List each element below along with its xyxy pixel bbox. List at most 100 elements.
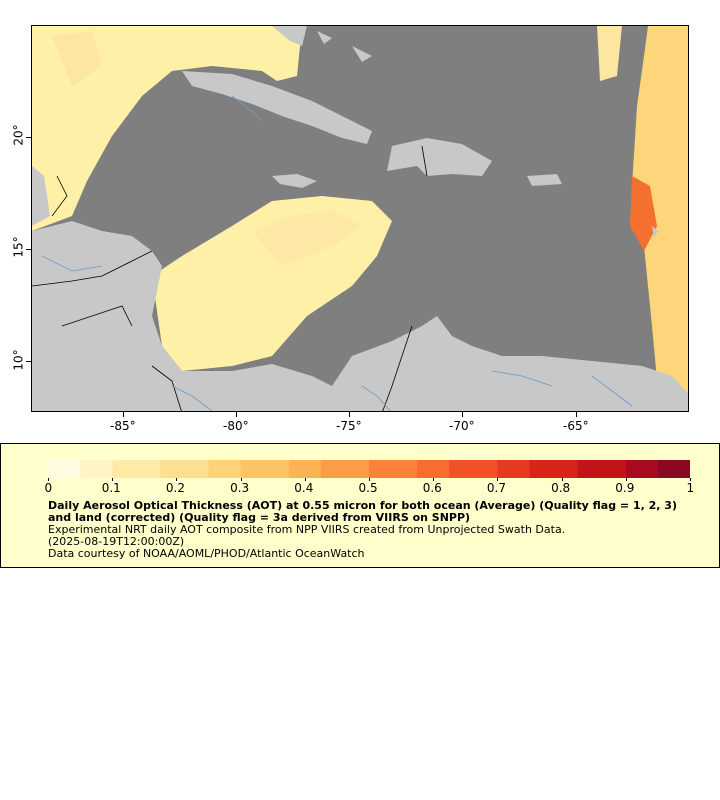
colorbar-tick-label: 0.9	[615, 481, 635, 495]
colorbar-segment	[577, 460, 595, 478]
colorbar-tick-label: 1	[686, 481, 695, 495]
lat-tick-10	[26, 361, 31, 362]
lon-tick-85	[123, 412, 124, 417]
land-bahamas-1	[317, 31, 332, 44]
lat-label-20: 20°	[11, 124, 26, 146]
land-hispaniola	[387, 138, 492, 176]
border-2	[61, 305, 133, 327]
lon-tick-80	[236, 412, 237, 417]
colorbar	[48, 460, 690, 478]
aot-patch-gulf	[32, 26, 302, 231]
colorbar-segment	[256, 460, 274, 478]
colorbar-segment	[561, 460, 579, 478]
lon-label-80: -80°	[223, 419, 249, 433]
border-3	[151, 365, 182, 411]
colorbar-segment	[64, 460, 81, 478]
river-4	[491, 370, 553, 387]
colorbar-tick	[433, 478, 435, 481]
land-bahamas-2	[352, 46, 372, 62]
colorbar-segment	[128, 460, 145, 478]
colorbar-segment	[609, 460, 627, 478]
colorbar-segment	[401, 460, 418, 478]
colorbar-segment	[417, 460, 434, 478]
colorbar-segment	[513, 460, 530, 478]
border-mexico	[51, 175, 68, 217]
borders	[32, 145, 428, 411]
lon-label-75: -75°	[336, 419, 362, 433]
colorbar-segment	[176, 460, 193, 478]
lon-label-65: -65°	[563, 419, 589, 433]
colorbar-segment	[497, 460, 514, 478]
colorbar-segment	[80, 460, 97, 478]
river-3	[361, 385, 391, 411]
colorbar-segment	[304, 460, 322, 478]
colorbar-segment	[673, 460, 690, 478]
colorbar-segment	[641, 460, 659, 478]
colorbar-tick-label: 0.6	[422, 481, 442, 495]
legend-title: Daily Aerosol Optical Thickness (AOT) at…	[48, 499, 677, 524]
colorbar-segment	[288, 460, 306, 478]
border-hispaniola	[421, 145, 428, 177]
lon-tick-65	[576, 412, 577, 417]
colorbar-segment	[369, 460, 386, 478]
colorbar-segment	[593, 460, 611, 478]
colorbar-tick	[561, 478, 563, 481]
legend-box: 0 0.1 0.2 0.3 0.4 0.5 0.6 0.7 0.8 0.9 1 Daily Aero…	[0, 443, 720, 568]
colorbar-tick	[369, 478, 370, 481]
aot-patch-caribbean-inner	[252, 211, 362, 266]
colorbar-segment	[625, 460, 643, 478]
colorbar-tick	[497, 478, 499, 481]
lon-tick-70	[462, 412, 463, 417]
border-colombia	[382, 325, 413, 411]
colorbar-tick-label: 0.3	[230, 481, 250, 495]
river-2	[171, 385, 213, 411]
colorbar-tick-label: 0.1	[101, 481, 121, 495]
colorbar-segment	[336, 460, 354, 478]
colorbar-segment	[208, 460, 226, 478]
colorbar-segment	[160, 460, 177, 478]
colorbar-tick	[240, 478, 242, 481]
lat-label-10: 10°	[11, 349, 26, 371]
colorbar-tick-label: 0.7	[486, 481, 506, 495]
aot-patch-high	[630, 176, 657, 251]
lat-label-15: 15°	[11, 236, 26, 258]
colorbar-tick	[48, 478, 49, 481]
river-5	[591, 375, 633, 407]
colorbar-segment	[272, 460, 290, 478]
colorbar-segment	[385, 460, 402, 478]
colorbar-segment	[465, 460, 482, 478]
colorbar-segment	[144, 460, 161, 478]
legend-line-3: Data courtesy of NOAA/AOML/PHOD/Atlantic…	[48, 547, 365, 560]
land	[32, 26, 688, 411]
colorbar-tick	[690, 478, 691, 481]
colorbar-segment	[481, 460, 498, 478]
colorbar-tick-label: 0.4	[294, 481, 314, 495]
colorbar-tick	[176, 478, 178, 481]
colorbar-tick-label: 0.8	[551, 481, 571, 495]
aot-map	[31, 25, 689, 412]
colorbar-tick	[112, 478, 114, 481]
colorbar-segment	[657, 460, 675, 478]
colorbar-segment	[545, 460, 563, 478]
colorbar-segment	[529, 460, 547, 478]
land-lesser-antilles	[652, 226, 658, 238]
legend-text: Daily Aerosol Optical Thickness (AOT) at…	[48, 500, 678, 560]
colorbar-segment	[433, 460, 450, 478]
lat-tick-20	[26, 137, 31, 138]
land-mexico	[32, 166, 50, 226]
border-1	[32, 250, 153, 287]
legend-line-1: Experimental NRT daily AOT composite fro…	[48, 523, 566, 536]
colorbar-segment	[112, 460, 129, 478]
land-south-america	[332, 316, 688, 411]
colorbar-tick	[625, 478, 627, 481]
land-jamaica	[272, 174, 317, 188]
lon-label-85: -85°	[110, 419, 136, 433]
lat-tick-15	[26, 249, 31, 250]
land-central-america	[32, 221, 342, 411]
colorbar-segment	[96, 460, 113, 478]
colorbar-segment	[352, 460, 370, 478]
rivers	[41, 95, 633, 411]
aot-patch-atlantic	[632, 26, 688, 411]
colorbar-tick-label: 0.5	[358, 481, 378, 495]
land-puerto-rico	[527, 174, 562, 186]
